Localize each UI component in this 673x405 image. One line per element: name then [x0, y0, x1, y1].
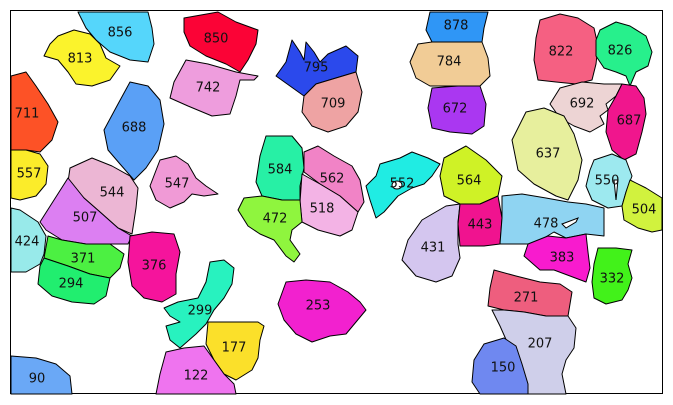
region-376[interactable]: 376 — [127, 231, 181, 303]
region-label-813: 813 — [68, 52, 93, 67]
region-711[interactable]: 711 — [10, 71, 59, 153]
region-label-299: 299 — [188, 304, 213, 319]
region-742[interactable]: 742 — [169, 59, 259, 117]
region-431[interactable]: 431 — [401, 203, 461, 283]
region-label-332: 332 — [600, 272, 625, 287]
region-label-562: 562 — [320, 172, 345, 187]
region-826[interactable]: 826 — [595, 21, 653, 87]
region-856[interactable]: 856 — [77, 11, 155, 63]
region-label-122: 122 — [184, 369, 209, 384]
region-547[interactable]: 547 — [149, 155, 219, 209]
region-150[interactable]: 150 — [471, 337, 529, 395]
region-177[interactable]: 177 — [205, 321, 265, 381]
region-562[interactable]: 562 — [303, 145, 365, 213]
region-label-443: 443 — [468, 218, 493, 233]
region-371[interactable]: 371 — [43, 235, 125, 279]
region-518[interactable]: 518 — [299, 173, 359, 237]
region-label-253: 253 — [306, 299, 331, 314]
region-label-692: 692 — [570, 97, 595, 112]
region-472[interactable]: 472 — [237, 195, 303, 263]
region-552-hole — [391, 180, 403, 190]
region-688[interactable]: 688 — [103, 81, 165, 181]
region-label-637: 637 — [536, 147, 561, 162]
region-label-271: 271 — [514, 291, 539, 306]
region-687[interactable]: 687 — [605, 83, 647, 161]
region-label-672: 672 — [443, 102, 468, 117]
region-label-547: 547 — [165, 177, 190, 192]
region-271[interactable]: 271 — [487, 269, 573, 317]
region-672[interactable]: 672 — [427, 85, 487, 135]
region-504[interactable]: 504 — [621, 179, 663, 233]
region-478[interactable]: 478 — [499, 193, 605, 245]
region-label-856: 856 — [108, 26, 133, 41]
region-label-795: 795 — [304, 61, 329, 76]
region-552[interactable]: 552 — [365, 151, 441, 219]
region-label-878: 878 — [444, 19, 469, 34]
region-813[interactable]: 813 — [43, 29, 121, 87]
region-550[interactable]: 550 — [585, 153, 633, 209]
region-label-826: 826 — [608, 44, 633, 59]
region-822[interactable]: 822 — [533, 13, 599, 85]
region-637[interactable]: 637 — [511, 107, 583, 201]
region-332[interactable]: 332 — [591, 247, 633, 305]
region-label-557: 557 — [17, 167, 42, 182]
region-795[interactable]: 795 — [275, 39, 359, 97]
region-label-90: 90 — [29, 372, 46, 387]
region-383[interactable]: 383 — [523, 233, 591, 283]
region-label-177: 177 — [222, 341, 247, 356]
region-443[interactable]: 443 — [457, 195, 503, 247]
region-550-hole — [613, 179, 619, 201]
region-207[interactable]: 207 — [491, 309, 577, 395]
region-253[interactable]: 253 — [277, 279, 367, 343]
region-784[interactable]: 784 — [409, 41, 491, 87]
region-label-150: 150 — [491, 361, 516, 376]
region-label-544: 544 — [100, 186, 125, 201]
region-584[interactable]: 584 — [255, 135, 305, 201]
region-label-383: 383 — [550, 251, 575, 266]
region-850[interactable]: 850 — [183, 11, 259, 73]
region-label-207: 207 — [528, 337, 553, 352]
region-label-478: 478 — [534, 217, 559, 232]
region-478-hole — [561, 217, 580, 229]
region-424[interactable]: 424 — [10, 207, 47, 273]
region-label-711: 711 — [15, 107, 40, 122]
region-label-784: 784 — [437, 55, 462, 70]
region-label-687: 687 — [617, 114, 642, 129]
region-label-742: 742 — [196, 81, 221, 96]
region-878[interactable]: 878 — [425, 11, 489, 43]
region-label-822: 822 — [549, 45, 574, 60]
region-label-550: 550 — [595, 174, 620, 189]
region-label-584: 584 — [268, 163, 293, 178]
region-557[interactable]: 557 — [10, 149, 49, 201]
region-label-424: 424 — [15, 235, 40, 250]
region-label-507: 507 — [73, 211, 98, 226]
region-label-709: 709 — [321, 97, 346, 112]
region-label-564: 564 — [457, 174, 482, 189]
region-label-504: 504 — [632, 203, 657, 218]
region-label-431: 431 — [421, 241, 446, 256]
region-label-552: 552 — [390, 177, 415, 192]
region-90[interactable]: 90 — [10, 355, 73, 395]
region-299[interactable]: 299 — [163, 259, 235, 349]
region-544[interactable]: 544 — [67, 157, 139, 235]
region-label-688: 688 — [122, 121, 147, 136]
region-label-376: 376 — [142, 259, 167, 274]
region-122[interactable]: 122 — [155, 345, 237, 395]
region-label-294: 294 — [59, 277, 84, 292]
region-label-472: 472 — [263, 212, 288, 227]
region-709[interactable]: 709 — [301, 71, 363, 133]
region-label-518: 518 — [310, 202, 335, 217]
region-294[interactable]: 294 — [37, 257, 111, 305]
region-label-371: 371 — [71, 252, 96, 267]
region-label-850: 850 — [204, 32, 229, 47]
